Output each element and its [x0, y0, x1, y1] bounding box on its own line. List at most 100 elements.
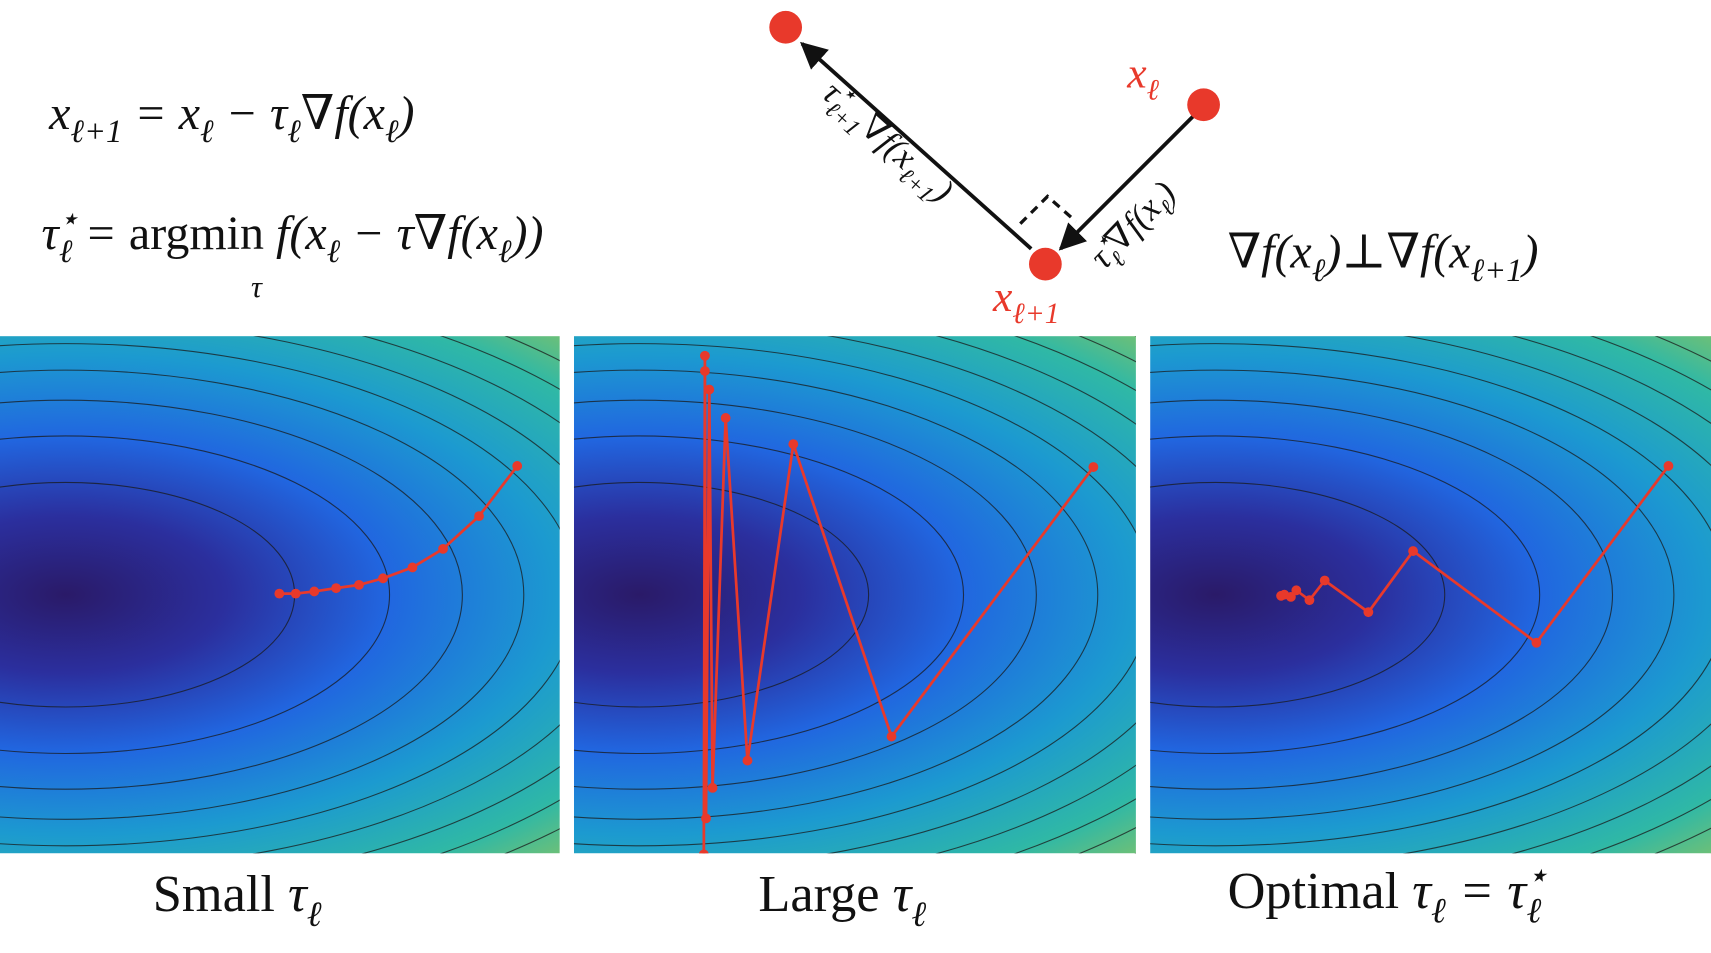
panels: [0, 336, 1711, 854]
orthogonality-equation: ∇f(xℓ)⊥∇f(xℓ+1): [1228, 225, 1539, 288]
arrow-next: [800, 41, 1033, 251]
text-part: − τ: [214, 87, 289, 140]
iterate: [378, 573, 388, 584]
text-part: Optimal: [1228, 862, 1413, 920]
text-part: Small: [153, 865, 288, 923]
text-part: ∇f(x: [301, 87, 385, 140]
contour-line: [573, 399, 1037, 790]
figure-content: xℓ+1 = xℓ − τℓ∇f(xℓ) τ⋆ ℓ = argmin f(xℓ −…: [0, 10, 1711, 934]
iterate: [1663, 461, 1674, 471]
point-current-label: xℓ: [1126, 49, 1159, 106]
text-part: ): [396, 87, 415, 140]
contour-line: [573, 343, 1136, 847]
text-part: ℓ: [1526, 891, 1541, 931]
iterate: [438, 543, 448, 554]
contour-line: [1150, 343, 1711, 847]
text-part: = τ: [1446, 862, 1529, 920]
point-prev: [769, 10, 803, 44]
iterate: [742, 755, 753, 766]
iterate: [407, 562, 418, 573]
text-part: = x: [122, 87, 200, 140]
step-next-label: τ⋆ℓ+1∇f(xℓ+1): [810, 71, 963, 216]
text-part: τ: [288, 865, 309, 923]
contour-line: [573, 369, 1099, 820]
contour-line: [1150, 435, 1541, 754]
text-part: − τ∇f(x: [340, 207, 498, 260]
iterate: [700, 366, 710, 376]
contour-line: [0, 435, 390, 754]
iterate: [331, 583, 341, 594]
iterate: [704, 384, 715, 395]
text-part: ℓ: [59, 234, 73, 270]
text-part: Large: [758, 865, 892, 923]
caption-small: Small τℓ: [153, 865, 322, 934]
text-part: =: [73, 207, 129, 260]
contour-line: [573, 435, 964, 754]
iterate: [699, 849, 709, 854]
text-part: x: [992, 273, 1013, 321]
iterate: [512, 461, 523, 471]
iterate: [474, 511, 484, 522]
point-current: [1187, 88, 1220, 122]
contour-line: [0, 369, 525, 820]
text-part: ⋆: [59, 202, 79, 238]
text-part: ℓ+1: [70, 114, 122, 150]
iterate: [700, 350, 710, 361]
iterate: [1088, 462, 1099, 472]
contour-panel: [1150, 336, 1711, 854]
text-part: x: [48, 87, 70, 140]
iterate: [290, 588, 301, 599]
contour-line: [1150, 481, 1446, 708]
iterate: [1276, 590, 1286, 601]
text-part: ℓ: [1312, 253, 1326, 289]
iterate: [1304, 595, 1315, 606]
text-part: ℓ: [911, 894, 926, 934]
text-part: )): [509, 207, 544, 260]
text-part: ℓ+1: [1012, 298, 1059, 330]
text-part: ℓ: [327, 234, 341, 270]
argmin-subscript: τ: [251, 270, 263, 304]
iterate: [720, 413, 731, 423]
text-part: ℓ: [200, 114, 214, 150]
iterate: [1408, 546, 1419, 556]
contour-panel: [0, 336, 560, 854]
text-part: x: [1126, 49, 1147, 97]
text-part: ℓ: [498, 234, 512, 270]
text-part: ℓ: [385, 114, 399, 150]
text-part: )⊥∇f(x: [1322, 225, 1470, 278]
step-equation: τ⋆ ℓ = argmin f(xℓ − τ∇f(xℓ)): [41, 202, 543, 271]
text-part: ℓ: [1431, 891, 1446, 931]
caption-optimal: Optimal τℓ = τ⋆ ℓ: [1228, 855, 1549, 931]
panel-background: [1150, 336, 1711, 854]
iterate: [1363, 607, 1374, 618]
text-part: ℓ: [307, 894, 322, 934]
iterate: [701, 813, 711, 824]
contour-line: [1150, 369, 1675, 820]
iterate: [886, 731, 897, 742]
text-part: argmin: [129, 207, 264, 260]
right-angle: [1019, 194, 1078, 225]
iterate: [707, 782, 718, 793]
contour-line: [1150, 399, 1613, 790]
iterate: [274, 588, 285, 599]
contour-line: [573, 481, 870, 708]
contour-panel: [573, 336, 1136, 854]
iterate: [309, 586, 320, 597]
text-part: ℓ+1: [1471, 253, 1523, 289]
caption-large: Large τℓ: [758, 865, 926, 934]
point-next-label: xℓ+1: [992, 273, 1060, 330]
descent-path: [279, 465, 519, 595]
iterate: [788, 439, 799, 450]
text-part: ⋆: [1526, 855, 1548, 895]
arrow-current: [1058, 109, 1200, 251]
panel-background: [573, 336, 1136, 854]
text-part: ℓ: [1147, 75, 1160, 107]
iterate: [1531, 637, 1542, 648]
contour-line: [0, 343, 560, 847]
text-part: ∇f(x: [1228, 225, 1312, 278]
text-part: f(x: [264, 207, 327, 260]
update-equation: xℓ+1 = xℓ − τℓ∇f(xℓ): [48, 87, 414, 150]
text-part: ℓ: [287, 114, 301, 150]
